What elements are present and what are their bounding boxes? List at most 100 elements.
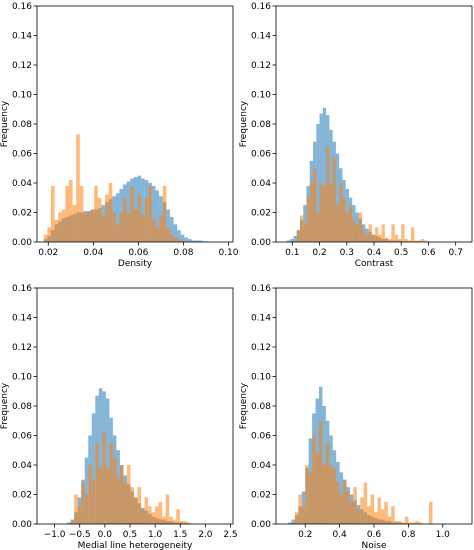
bar xyxy=(365,234,369,243)
bar xyxy=(303,205,307,243)
y-tick-label: 0.14 xyxy=(12,314,32,324)
bar xyxy=(133,209,138,242)
y-tick-label: 0.12 xyxy=(251,343,271,353)
bar xyxy=(177,230,181,242)
bar xyxy=(308,472,313,525)
bar xyxy=(105,398,110,525)
bar xyxy=(322,465,326,524)
bar xyxy=(346,491,350,524)
bar xyxy=(375,227,379,242)
bar xyxy=(141,215,145,242)
bar xyxy=(68,180,73,242)
bar xyxy=(371,234,376,243)
bar xyxy=(353,487,357,525)
bar xyxy=(119,212,124,242)
bar xyxy=(391,506,395,524)
bar xyxy=(166,209,170,242)
x-tick-label: 0.1 xyxy=(285,248,299,258)
bar xyxy=(158,501,163,525)
bar xyxy=(325,442,330,525)
y-tick-label: 0.00 xyxy=(251,238,271,248)
bar xyxy=(47,227,51,242)
bar xyxy=(384,237,389,242)
bar xyxy=(318,420,323,524)
y-axis-label: Frequency xyxy=(239,382,249,429)
y-tick-label: 0.04 xyxy=(251,461,271,471)
bar xyxy=(133,497,138,524)
bar xyxy=(43,234,48,243)
bar xyxy=(394,234,398,243)
bar xyxy=(137,487,142,525)
bar xyxy=(316,124,320,242)
subplot-1: 0.00 0.02 0.04 0.06 0.08 0.10 0.12 0.14 0.16 0.02… xyxy=(0,2,239,269)
bar xyxy=(424,240,428,242)
bar xyxy=(417,240,421,242)
bar xyxy=(155,190,160,243)
bar xyxy=(291,519,295,524)
bar xyxy=(180,240,185,242)
bar xyxy=(322,185,327,242)
bar xyxy=(176,509,180,524)
bar xyxy=(144,197,149,242)
bar xyxy=(319,113,323,243)
bar xyxy=(286,240,291,242)
x-tick-label: −0.5 xyxy=(69,530,91,540)
bar xyxy=(408,522,412,524)
bar xyxy=(363,482,368,524)
bar xyxy=(172,519,177,524)
x-tick-label: 0.04 xyxy=(83,248,103,258)
bar xyxy=(315,453,319,524)
bar xyxy=(378,234,382,243)
bar xyxy=(67,522,71,524)
bar xyxy=(411,522,416,524)
y-tick-label: 0.06 xyxy=(12,432,32,442)
bar xyxy=(116,476,120,524)
x-tick-label: 0.06 xyxy=(128,248,148,258)
y-tick-label: 0.02 xyxy=(12,491,32,501)
bar xyxy=(50,185,55,242)
bar xyxy=(91,413,96,525)
bar xyxy=(72,205,77,243)
y-tick-label: 0.12 xyxy=(12,61,32,71)
bar xyxy=(384,501,388,525)
bar xyxy=(298,494,302,524)
bar xyxy=(326,146,330,243)
bar xyxy=(81,482,85,524)
bar xyxy=(414,240,418,242)
bar xyxy=(159,215,163,242)
bar xyxy=(401,224,405,242)
bar xyxy=(109,442,113,525)
y-tick-label: 0.14 xyxy=(251,314,271,324)
bar xyxy=(88,465,92,524)
bar xyxy=(76,134,80,242)
bar xyxy=(58,212,62,242)
series-2 xyxy=(70,432,191,525)
bar xyxy=(183,521,187,524)
y-tick-label: 0.02 xyxy=(251,209,271,219)
y-tick-label: 0.12 xyxy=(12,343,32,353)
bar xyxy=(360,497,364,524)
bar xyxy=(339,494,344,524)
bar xyxy=(70,521,75,524)
bar xyxy=(195,240,199,242)
bar xyxy=(305,465,309,524)
bar xyxy=(381,224,385,242)
bar xyxy=(374,512,378,524)
bar xyxy=(377,497,381,524)
x-tick-label: 0.8 xyxy=(401,530,416,540)
y-tick-label: 0.10 xyxy=(12,373,32,383)
bar xyxy=(329,465,333,524)
bar xyxy=(288,522,292,524)
y-tick-label: 0.06 xyxy=(251,432,271,442)
y-tick-label: 0.08 xyxy=(251,120,271,130)
bar xyxy=(335,205,340,243)
x-tick-label: 0.4 xyxy=(367,248,382,258)
bar xyxy=(87,212,91,242)
bar xyxy=(112,457,117,525)
bar xyxy=(429,501,433,525)
x-tick-label: 0.0 xyxy=(98,530,113,540)
bar xyxy=(94,185,98,242)
bar xyxy=(165,494,170,524)
subplot-4: 0.00 0.02 0.04 0.06 0.08 0.10 0.12 0.14 0.16 0.2 0… xyxy=(239,284,473,550)
bar xyxy=(123,197,127,242)
